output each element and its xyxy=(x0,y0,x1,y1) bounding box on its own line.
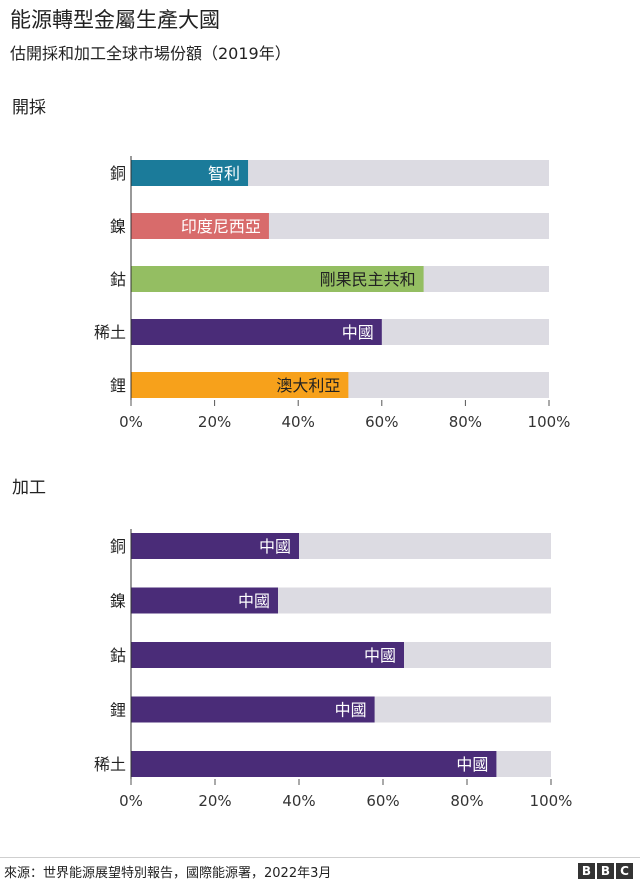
category-label: 鎳 xyxy=(110,217,126,236)
x-tick-label: 80% xyxy=(450,792,483,810)
section-label-processing: 加工 xyxy=(12,478,46,498)
category-label: 銅 xyxy=(110,164,126,183)
chart-title: 能源轉型金屬生產大國 xyxy=(10,8,220,32)
bar xyxy=(131,213,269,239)
bar xyxy=(131,642,404,668)
bar xyxy=(131,587,278,614)
bar xyxy=(131,266,424,292)
logo-letter: B xyxy=(597,863,614,879)
bar-label: 澳大利亞 xyxy=(276,376,340,395)
x-tick-label: 100% xyxy=(530,792,573,810)
chart-subtitle: 估開採和加工全球市場份額（2019年） xyxy=(10,44,291,63)
bar xyxy=(131,372,349,398)
category-label: 鎳 xyxy=(110,592,126,611)
x-tick-label: 20% xyxy=(198,792,231,810)
bar xyxy=(131,160,249,186)
x-tick-label: 40% xyxy=(282,413,315,431)
x-tick-label: 0% xyxy=(119,792,143,810)
bar-label: 中國 xyxy=(456,755,488,774)
section-label-mining: 開採 xyxy=(12,98,46,118)
bar xyxy=(131,696,375,723)
bar-label: 印度尼西亞 xyxy=(181,217,261,236)
x-tick-label: 40% xyxy=(282,792,315,810)
x-tick-label: 20% xyxy=(198,413,231,431)
category-label: 鈷 xyxy=(110,646,126,665)
category-label: 稀土 xyxy=(94,323,126,342)
x-tick-label: 60% xyxy=(365,413,398,431)
category-label: 銅 xyxy=(110,537,126,556)
bar-label: 中國 xyxy=(238,592,270,611)
category-label: 稀土 xyxy=(94,755,126,774)
bar xyxy=(131,751,497,777)
bar-label: 中國 xyxy=(364,646,396,665)
category-label: 鋰 xyxy=(110,701,126,720)
bar-label: 中國 xyxy=(342,323,374,342)
bar-label: 剛果民主共和 xyxy=(320,270,416,289)
bar-label: 中國 xyxy=(259,537,291,556)
x-tick-label: 60% xyxy=(366,792,399,810)
x-tick-label: 100% xyxy=(528,413,571,431)
bar-label: 智利 xyxy=(208,164,240,183)
category-label: 鈷 xyxy=(110,270,126,289)
x-tick-label: 0% xyxy=(119,413,143,431)
bar xyxy=(131,319,382,345)
bar-label: 中國 xyxy=(335,701,367,720)
footer-divider xyxy=(0,857,640,858)
source-note: 來源：世界能源展望特別報告，國際能源署，2022年3月 xyxy=(4,866,332,881)
category-label: 鋰 xyxy=(110,376,126,395)
x-tick-label: 80% xyxy=(449,413,482,431)
bbc-logo: B B C xyxy=(578,863,633,879)
bar xyxy=(131,533,299,559)
logo-letter: C xyxy=(616,863,633,879)
logo-letter: B xyxy=(578,863,595,879)
